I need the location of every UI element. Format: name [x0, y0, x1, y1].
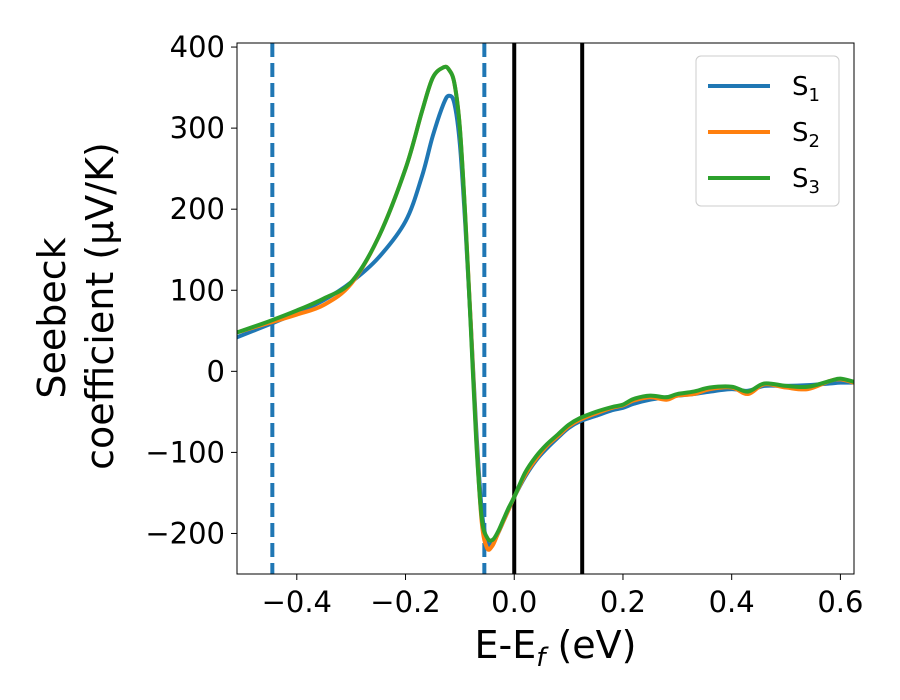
reference-lines	[270, 43, 585, 574]
series-line-s3	[237, 64, 854, 543]
x-tick-label: 0.2	[600, 585, 646, 619]
x-tick-label: 0.4	[709, 585, 755, 619]
y-tick-label: 100	[170, 273, 225, 307]
y-axis-ticks: −200 −100 0 100 200 300 400	[145, 30, 237, 550]
x-tick-label: −0.2	[370, 585, 440, 619]
y-tick-label: 0	[207, 354, 225, 388]
y-tick-label: 200	[170, 192, 225, 226]
x-axis-label: E-Ef (eV)	[475, 623, 637, 673]
y-tick-label: −200	[145, 516, 225, 550]
y-tick-label: 400	[170, 30, 225, 64]
y-axis-label: Seebeck coefficient (μV/K)	[30, 142, 122, 470]
y-axis-label-line2: coefficient (μV/K)	[78, 142, 122, 470]
legend-label-s2: S2	[792, 118, 820, 152]
y-axis-label-line1: Seebeck	[30, 237, 74, 398]
series-lines	[237, 64, 854, 552]
x-tick-label: −0.4	[262, 585, 332, 619]
plot-frame	[236, 42, 855, 575]
x-axis-label-unit: (eV)	[545, 623, 636, 667]
x-tick-label: 0.6	[817, 585, 863, 619]
legend: S1 S2 S3	[695, 55, 840, 207]
x-axis-ticks: −0.4 −0.2 0.0 0.2 0.4 0.6	[262, 574, 863, 619]
y-tick-label: 300	[170, 111, 225, 145]
legend-label-s3: S3	[792, 164, 820, 198]
x-tick-label: 0.0	[491, 585, 537, 619]
legend-label-s1: S1	[792, 72, 820, 106]
x-axis-label-main: E-E	[475, 623, 537, 667]
y-tick-label: −100	[145, 435, 225, 469]
